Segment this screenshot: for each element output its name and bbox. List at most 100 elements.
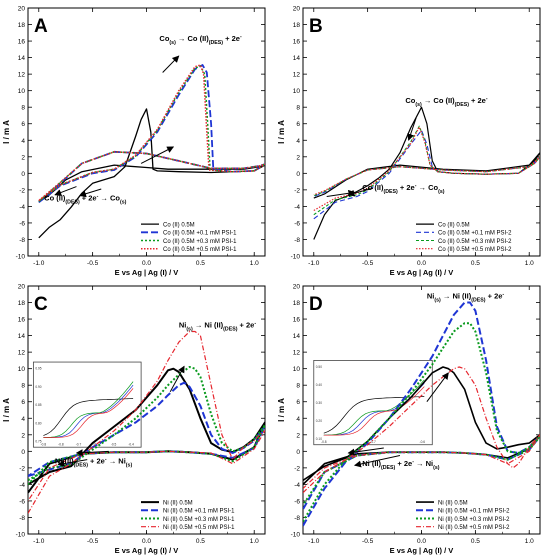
legend: Co (II) 0.5M Co (II) 0.5M +0.1 mM PSI-2 Co… xyxy=(416,222,512,253)
inset-x-tick-label: -0.6 xyxy=(420,440,426,444)
x-axis-label: E vs Ag | Ag (I) / V xyxy=(115,268,179,277)
x-tick-label: -0.5 xyxy=(87,260,99,267)
y-tick-label: 0 xyxy=(21,449,25,456)
y-tick-label: 14 xyxy=(18,55,26,62)
y-tick-label: 10 xyxy=(293,366,301,373)
x-tick-label: -0.5 xyxy=(362,260,374,267)
inset-frame xyxy=(32,361,142,448)
reduction-reaction-label: Ni (II)(DES) + 2e- → Ni(s) xyxy=(55,457,133,469)
series-line xyxy=(38,64,265,204)
series-line xyxy=(28,330,265,514)
inset-y-tick-label: 0.80 xyxy=(35,421,41,425)
y-tick-label: -6 xyxy=(294,498,300,505)
plot-frame xyxy=(27,7,266,257)
series-line xyxy=(303,301,540,527)
panel-b: -10 -8 -6 -4 -2 0 2 4 6 8 10 12 14 16 18 20 -1.0 -0.5 0.0 0… xyxy=(277,6,541,277)
x-tick-label: 1.0 xyxy=(525,260,534,267)
y-tick-label: 6 xyxy=(296,121,300,128)
annotation-arrow xyxy=(169,365,185,393)
y-tick-label: -6 xyxy=(294,220,300,227)
y-tick-label: 2 xyxy=(21,432,25,439)
y-tick-label: 12 xyxy=(18,72,26,79)
y-tick-label: 16 xyxy=(293,317,301,324)
oxidation-reaction-label: Co(s) → Co (II)(DES) + 2e- xyxy=(405,96,488,108)
y-tick-label: 18 xyxy=(18,300,26,307)
y-tick-label: -10 xyxy=(291,532,301,539)
y-tick-label: 18 xyxy=(293,300,301,307)
y-tick-label: 20 xyxy=(18,284,26,291)
x-tick-label: 0.0 xyxy=(142,260,151,267)
inset-plot: 0.10 0.20 0.30 0.40 0.50 -0.8 -0.7 -0.6 xyxy=(313,360,433,446)
reduction-reaction-label: Co (II)(DES) + 2e- → Co(s) xyxy=(362,183,445,195)
reduction-reaction-label: Co (II)(DES) + 2e- → Co(s) xyxy=(44,194,127,206)
x-tick-label: 0.5 xyxy=(471,260,480,267)
y-tick-label: -2 xyxy=(294,465,300,472)
x-tick-label: 1.0 xyxy=(250,538,259,545)
panel-letter: D xyxy=(309,294,323,315)
inset-x-tick-label: -0.8 xyxy=(321,440,327,444)
legend-label: Ni (II) 0.5M +0.3 mM PSI-2 xyxy=(438,517,510,523)
legend-label: Ni (II) 0.5M +0.1 mM PSI-2 xyxy=(438,509,510,515)
y-tick-label: -6 xyxy=(19,498,25,505)
inset-x-tick-label: -0.5 xyxy=(111,443,117,447)
inset-x-tick-label: -0.7 xyxy=(370,440,376,444)
inset-y-tick-label: 0.40 xyxy=(316,383,322,387)
x-tick-label: 0.5 xyxy=(471,538,480,545)
oxidation-reaction-label: Co(s) → Co (II)(DES) + 2e- xyxy=(159,34,242,46)
inset-y-tick-label: 0.30 xyxy=(316,401,322,405)
y-tick-label: 8 xyxy=(21,383,25,390)
series-line xyxy=(313,126,540,212)
inset-curve xyxy=(43,388,134,438)
inset-plot: 0.750.800.850.900.95-0.8 -0.8 -0.7 -0.6 -0.5… xyxy=(32,361,142,448)
y-tick-label: 10 xyxy=(293,88,301,95)
y-tick-label: 12 xyxy=(293,350,301,357)
y-tick-label: 14 xyxy=(293,333,301,340)
y-tick-label: 16 xyxy=(293,39,301,46)
series-line xyxy=(28,366,265,486)
y-axis-label: I / m A xyxy=(277,398,286,422)
y-tick-label: 2 xyxy=(296,432,300,439)
y-tick-label: -4 xyxy=(19,204,25,211)
y-tick-label: 4 xyxy=(21,138,25,145)
legend-label: Ni (II) 0.5M xyxy=(438,500,468,506)
legend: Ni (II) 0.5M Ni (II) 0.5M +0.1 mM PSI-2 Ni… xyxy=(416,500,510,531)
panel-letter: A xyxy=(34,16,48,37)
x-tick-label: -1.0 xyxy=(33,260,45,267)
y-tick-label: -4 xyxy=(19,482,25,489)
panel-a: -10 -8 -6 -4 -2 0 2 4 6 8 10 12 14 16 18 20 -1.0 -0.5 0.0 0… xyxy=(2,6,266,277)
annotation-arrow xyxy=(57,459,88,467)
inset-curve xyxy=(323,379,425,436)
x-tick-label: 1.0 xyxy=(250,260,259,267)
series-curves xyxy=(313,106,540,240)
x-axis-label: E vs Ag | Ag (I) / V xyxy=(390,546,454,555)
legend-label: Co (II) 0.5M xyxy=(438,222,470,228)
annotation-arrow xyxy=(347,447,384,456)
annotation-arrow xyxy=(79,188,102,198)
y-tick-label: 6 xyxy=(21,399,25,406)
y-tick-label: 8 xyxy=(296,383,300,390)
y-axis-label: I / m A xyxy=(2,398,11,422)
y-tick-label: 8 xyxy=(21,105,25,112)
panel-d: -10 -8 -6 -4 -2 0 2 4 6 8 10 12 14 16 18 20 -1.0 -0.5 0.0 0… xyxy=(277,284,541,555)
oxidation-reaction-label: Ni(s) → Ni (II)(DES) + 2e- xyxy=(427,291,505,303)
x-tick-label: -1.0 xyxy=(33,538,45,545)
x-tick-label: -0.5 xyxy=(87,538,99,545)
y-tick-label: 4 xyxy=(296,138,300,145)
legend-label: Ni (II) 0.5M +0.5 mM PSI-1 xyxy=(163,525,235,531)
y-tick-label: -10 xyxy=(16,532,26,539)
series-curves xyxy=(303,301,540,527)
inset-curve xyxy=(43,384,134,438)
y-axis-label: I / m A xyxy=(277,120,286,144)
x-tick-label: 1.0 xyxy=(525,538,534,545)
y-tick-label: -8 xyxy=(19,237,25,244)
y-tick-label: 12 xyxy=(18,350,26,357)
y-tick-label: 20 xyxy=(293,6,301,13)
x-tick-label: -0.5 xyxy=(362,538,374,545)
y-tick-label: -10 xyxy=(291,254,301,261)
series-curves xyxy=(28,330,265,514)
series-line xyxy=(38,64,265,202)
y-tick-label: 6 xyxy=(296,399,300,406)
annotation-arrow xyxy=(75,449,109,457)
y-tick-label: 14 xyxy=(18,333,26,340)
